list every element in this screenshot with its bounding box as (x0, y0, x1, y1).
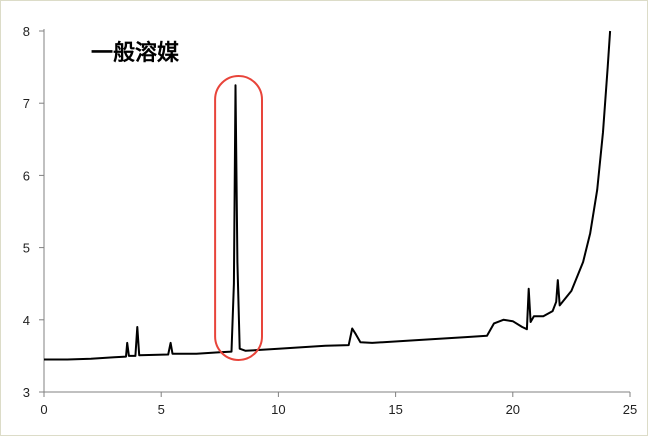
axes (39, 29, 631, 397)
plot-area (44, 30, 612, 361)
y-tick-label: 6 (23, 168, 30, 183)
chart-title: 一般溶媒 (91, 40, 180, 66)
y-tick-label: 8 (23, 24, 30, 39)
x-tick-label: 5 (158, 402, 165, 417)
highlight-layer (214, 75, 263, 361)
series-line (44, 30, 612, 361)
x-tick-label: 0 (40, 402, 47, 417)
x-tick-label: 15 (388, 402, 402, 417)
x-tick-label: 10 (271, 402, 285, 417)
y-tick-label: 5 (23, 241, 30, 256)
tick-labels: 0 5 10 15 20 25 3 4 5 6 7 8 (23, 24, 637, 417)
x-tick-label: 25 (623, 402, 637, 417)
x-tick-label: 20 (506, 402, 520, 417)
y-tick-label: 3 (23, 385, 30, 400)
y-tick-label: 7 (23, 96, 30, 111)
peak-highlight-oval (214, 75, 263, 361)
y-tick-label: 4 (23, 313, 30, 328)
